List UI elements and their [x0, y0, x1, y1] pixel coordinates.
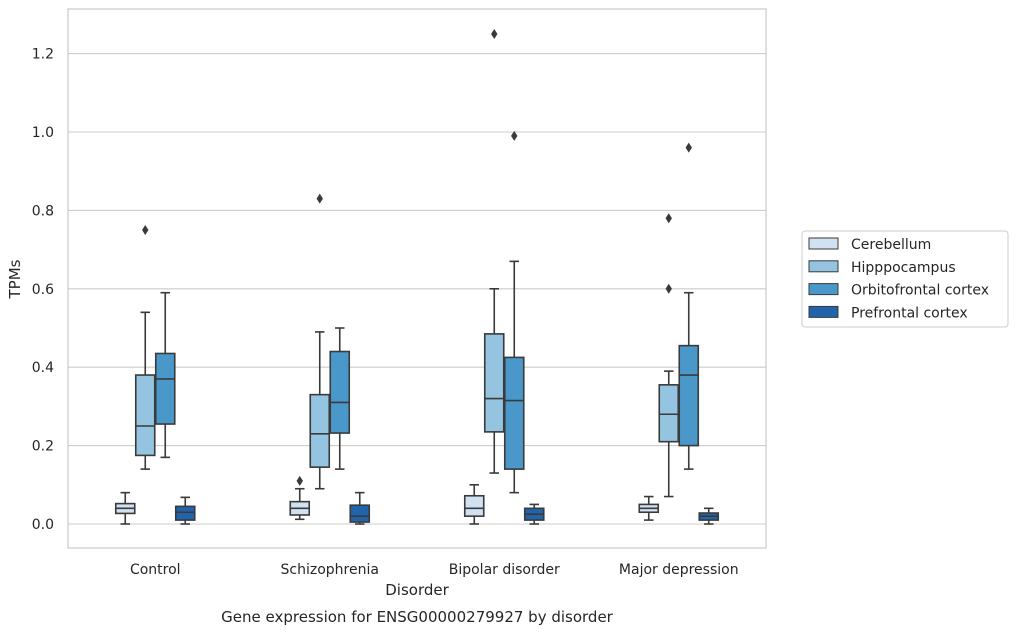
box-group: [638, 495, 660, 521]
legend: Cerebellum Hipppocampus Orbitofrontal cort…: [801, 230, 1009, 328]
box-group: [134, 225, 156, 470]
legend-swatch: [808, 283, 839, 296]
box-group: [678, 142, 700, 470]
box: [678, 344, 700, 447]
y-tick-label: 0.8: [32, 203, 54, 219]
plot-area-frame: [67, 8, 767, 549]
box: [658, 384, 680, 443]
legend-frame: [801, 230, 1009, 328]
box-group: [503, 130, 525, 494]
x-tick-label: Schizophrenia: [281, 562, 379, 578]
x-tick-label: Control: [130, 562, 181, 578]
x-tick-labels: Control Schizophrenia Bipolar disorder Majo…: [130, 562, 739, 578]
legend-swatch: [808, 260, 839, 273]
outlier-point: [142, 225, 149, 235]
outlier-point: [316, 193, 323, 204]
box: [483, 333, 505, 433]
box: [309, 393, 331, 468]
legend-label: Prefrontal cortex: [851, 305, 968, 321]
box: [134, 374, 156, 457]
box-group: [523, 503, 545, 525]
box-group: [114, 491, 136, 525]
box: [349, 504, 371, 523]
legend-label: Cerebellum: [851, 237, 931, 253]
legend-label: Orbitofrontal cortex: [851, 283, 989, 299]
box: [503, 356, 525, 470]
box-group: [174, 496, 196, 525]
outlier-point: [665, 283, 672, 294]
box: [154, 352, 176, 425]
box-group: [349, 491, 371, 525]
box-group: [698, 507, 720, 525]
y-tick-labels: 0.0 0.2 0.4 0.6 0.8 1.0 1.2: [32, 47, 54, 533]
legend-swatch: [808, 305, 839, 318]
x-tick-label: Bipolar disorder: [449, 562, 560, 578]
y-tick-label: 0.6: [32, 282, 54, 298]
y-tick-label: 1.0: [32, 125, 54, 141]
y-tick-label: 0.2: [32, 439, 54, 455]
y-tick-label: 1.2: [32, 47, 54, 63]
box-group: [289, 475, 311, 521]
box: [329, 350, 351, 434]
box-group: [658, 213, 680, 498]
box-group: [483, 29, 505, 474]
outlier-point: [491, 29, 498, 39]
outlier-point: [511, 130, 518, 141]
legend-swatch: [808, 237, 839, 250]
boxes: [114, 29, 720, 525]
box: [174, 505, 196, 521]
outlier-point: [665, 213, 672, 224]
chart-caption: Gene expression for ENSG00000279927 by d…: [221, 608, 614, 626]
x-axis-label: Disorder: [385, 581, 449, 599]
outlier-point: [685, 142, 692, 153]
box-group: [154, 291, 176, 459]
y-tick-label: 0.0: [32, 517, 54, 533]
box-group: [309, 193, 331, 490]
box-group: [329, 327, 351, 470]
x-tick-label: Major depression: [619, 562, 739, 578]
legend-label: Hipppocampus: [851, 260, 956, 276]
box-group: [463, 483, 485, 525]
y-tick-label: 0.4: [32, 360, 54, 376]
y-axis-label: TPMs: [6, 259, 24, 299]
box: [463, 494, 485, 517]
outlier-point: [296, 475, 303, 486]
